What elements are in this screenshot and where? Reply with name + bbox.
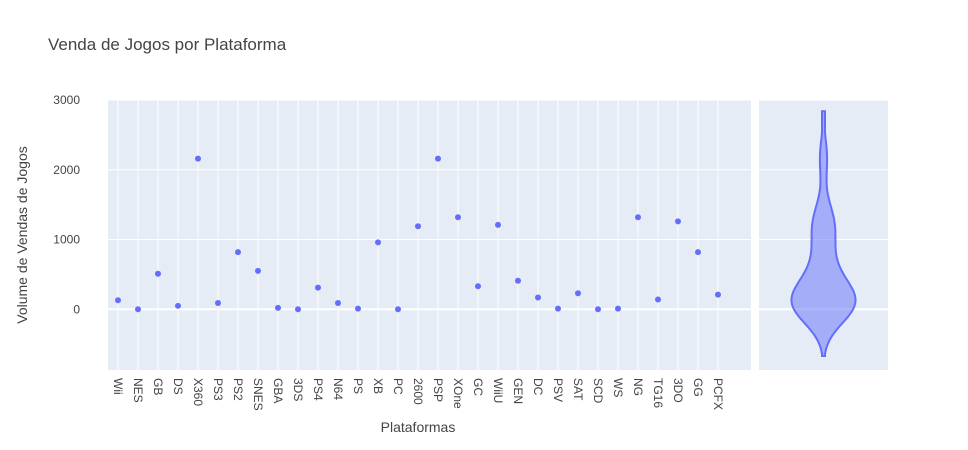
data-point — [115, 297, 121, 304]
scatter-plot-area — [108, 100, 751, 370]
x-tick-label: NG — [631, 378, 645, 396]
x-tick-label: PCFX — [711, 378, 725, 410]
x-tick-label: N64 — [331, 378, 345, 400]
y-axis-ticks: 0 1000 2000 3000 — [53, 93, 80, 316]
x-tick-label: NES — [131, 378, 145, 403]
x-tick-label: GB — [151, 378, 165, 395]
x-tick-label: SNES — [251, 378, 265, 411]
x-tick-label: PC — [391, 378, 405, 395]
data-point — [595, 306, 601, 313]
x-tick-label: DC — [531, 378, 545, 396]
data-point — [575, 290, 581, 297]
data-point — [355, 305, 361, 312]
data-point — [515, 277, 521, 284]
x-tick-label: 2600 — [411, 378, 425, 405]
data-point — [495, 221, 501, 228]
x-tick-label: XB — [371, 378, 385, 394]
data-point — [695, 249, 701, 256]
x-tick-label: 3DO — [671, 378, 685, 403]
x-tick-label: WS — [611, 378, 625, 397]
x-tick-label: DS — [171, 378, 185, 395]
x-tick-label: PS — [351, 378, 365, 394]
data-point — [215, 300, 221, 307]
x-tick-label: PSP — [431, 378, 445, 402]
x-axis-title: Plataformas — [381, 419, 456, 435]
chart-title: Venda de Jogos por Plataforma — [48, 35, 287, 54]
data-point — [135, 306, 141, 313]
x-tick-label: X360 — [191, 378, 205, 406]
y-tick-label: 3000 — [53, 93, 80, 107]
grid-lines — [108, 99, 888, 370]
x-tick-label: TG16 — [651, 378, 665, 408]
data-point — [175, 302, 181, 309]
x-tick-label: GG — [691, 378, 705, 397]
data-point — [255, 267, 261, 274]
data-point — [455, 214, 461, 221]
y-axis-title: Volume de Vendas de Jogos — [14, 146, 30, 323]
data-point — [415, 223, 421, 230]
data-point — [335, 300, 341, 307]
x-tick-label: PS4 — [311, 378, 325, 401]
violin-shape — [790, 110, 857, 357]
data-point — [615, 305, 621, 312]
x-tick-label: Wii — [111, 378, 125, 395]
x-tick-label: PS2 — [231, 378, 245, 401]
y-tick-label: 2000 — [53, 163, 80, 177]
y-tick-label: 0 — [73, 302, 80, 316]
x-tick-label: GEN — [511, 378, 525, 404]
data-point — [435, 155, 441, 162]
violin-series — [790, 110, 857, 357]
x-tick-label: WiiU — [491, 378, 505, 403]
data-point — [655, 296, 661, 303]
x-tick-label: PSV — [551, 378, 565, 402]
scatter-series — [115, 155, 721, 313]
data-point — [715, 291, 721, 298]
x-tick-label: SAT — [571, 378, 585, 401]
data-point — [275, 304, 281, 311]
x-axis-ticks: Wii NES GB DS X360 PS3 PS2 SNES GBA 3DS PS4 N64 PS XB… — [111, 378, 725, 411]
data-point — [535, 294, 541, 301]
data-point — [675, 218, 681, 225]
data-point — [235, 249, 241, 256]
data-point — [375, 239, 381, 246]
data-point — [395, 306, 401, 313]
y-tick-label: 1000 — [53, 233, 80, 247]
x-tick-label: GBA — [271, 378, 285, 403]
data-point — [155, 270, 161, 277]
x-tick-label: PS3 — [211, 378, 225, 401]
x-tick-label: XOne — [451, 378, 465, 409]
x-tick-label: SCD — [591, 378, 605, 404]
data-point — [475, 283, 481, 290]
data-point — [555, 305, 561, 312]
data-point — [635, 214, 641, 221]
x-tick-label: 3DS — [291, 378, 305, 401]
data-point — [295, 306, 301, 313]
data-point — [195, 155, 201, 162]
x-tick-label: GC — [471, 378, 485, 396]
data-point — [315, 284, 321, 291]
